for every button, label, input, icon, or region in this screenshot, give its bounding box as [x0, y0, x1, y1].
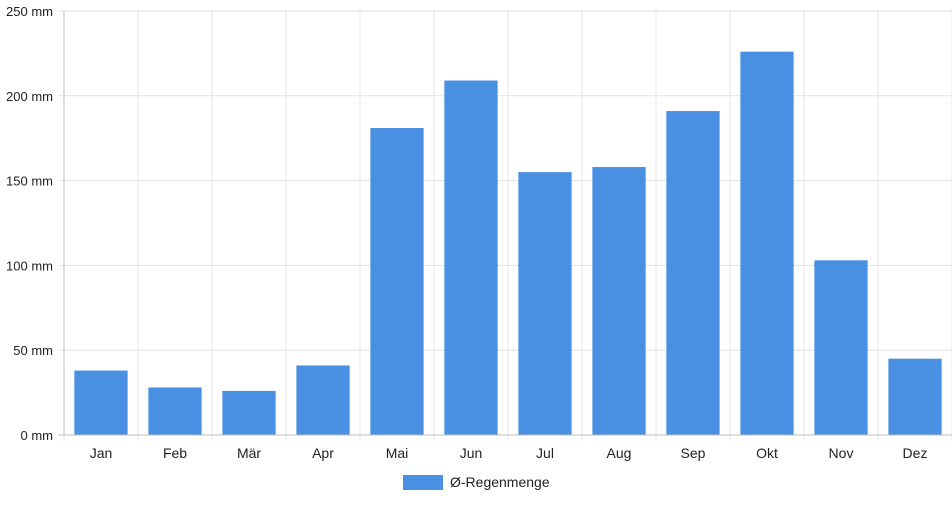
- x-tick-label: Okt: [756, 445, 778, 461]
- y-tick-label: 250 mm: [6, 4, 53, 19]
- bar-jul[interactable]: [518, 172, 572, 435]
- bar-mär[interactable]: [222, 390, 276, 435]
- x-tick-label: Mai: [386, 445, 409, 461]
- bar-aug[interactable]: [592, 167, 646, 436]
- legend[interactable]: Ø-Regenmenge: [403, 474, 550, 490]
- x-tick-label: Dez: [903, 445, 928, 461]
- bar-okt[interactable]: [740, 51, 794, 435]
- x-tick-label: Aug: [607, 445, 632, 461]
- bar-feb[interactable]: [148, 387, 202, 435]
- y-tick-label: 200 mm: [6, 89, 53, 104]
- x-tick-label: Jun: [460, 445, 483, 461]
- legend-label[interactable]: Ø-Regenmenge: [450, 474, 550, 490]
- bar-mai[interactable]: [370, 128, 424, 436]
- x-tick-label: Nov: [829, 445, 854, 461]
- grid-lines: [58, 10, 952, 441]
- bar-dez[interactable]: [888, 358, 942, 435]
- bar-apr[interactable]: [296, 365, 350, 435]
- y-tick-labels: 0 mm 50 mm 100 mm 150 mm 200 mm 250 mm: [6, 4, 53, 443]
- bars-group: [74, 51, 942, 436]
- bar-jun[interactable]: [444, 80, 498, 435]
- x-tick-labels: Jan Feb Mär Apr Mai Jun Jul Aug Sep Okt Nov Dez: [90, 445, 928, 461]
- x-tick-label: Mär: [237, 445, 261, 461]
- bar-nov[interactable]: [814, 260, 868, 435]
- x-tick-label: Feb: [163, 445, 187, 461]
- x-tick-label: Jan: [90, 445, 113, 461]
- y-tick-label: 50 mm: [13, 343, 53, 358]
- x-tick-label: Jul: [536, 445, 554, 461]
- x-tick-label: Sep: [681, 445, 706, 461]
- y-tick-label: 150 mm: [6, 174, 53, 189]
- x-tick-label: Apr: [312, 445, 334, 461]
- y-tick-label: 0 mm: [21, 428, 54, 443]
- legend-swatch[interactable]: [403, 475, 443, 490]
- bar-jan[interactable]: [74, 370, 128, 435]
- y-tick-label: 100 mm: [6, 258, 53, 273]
- axes: [58, 11, 952, 436]
- bar-sep[interactable]: [666, 111, 720, 436]
